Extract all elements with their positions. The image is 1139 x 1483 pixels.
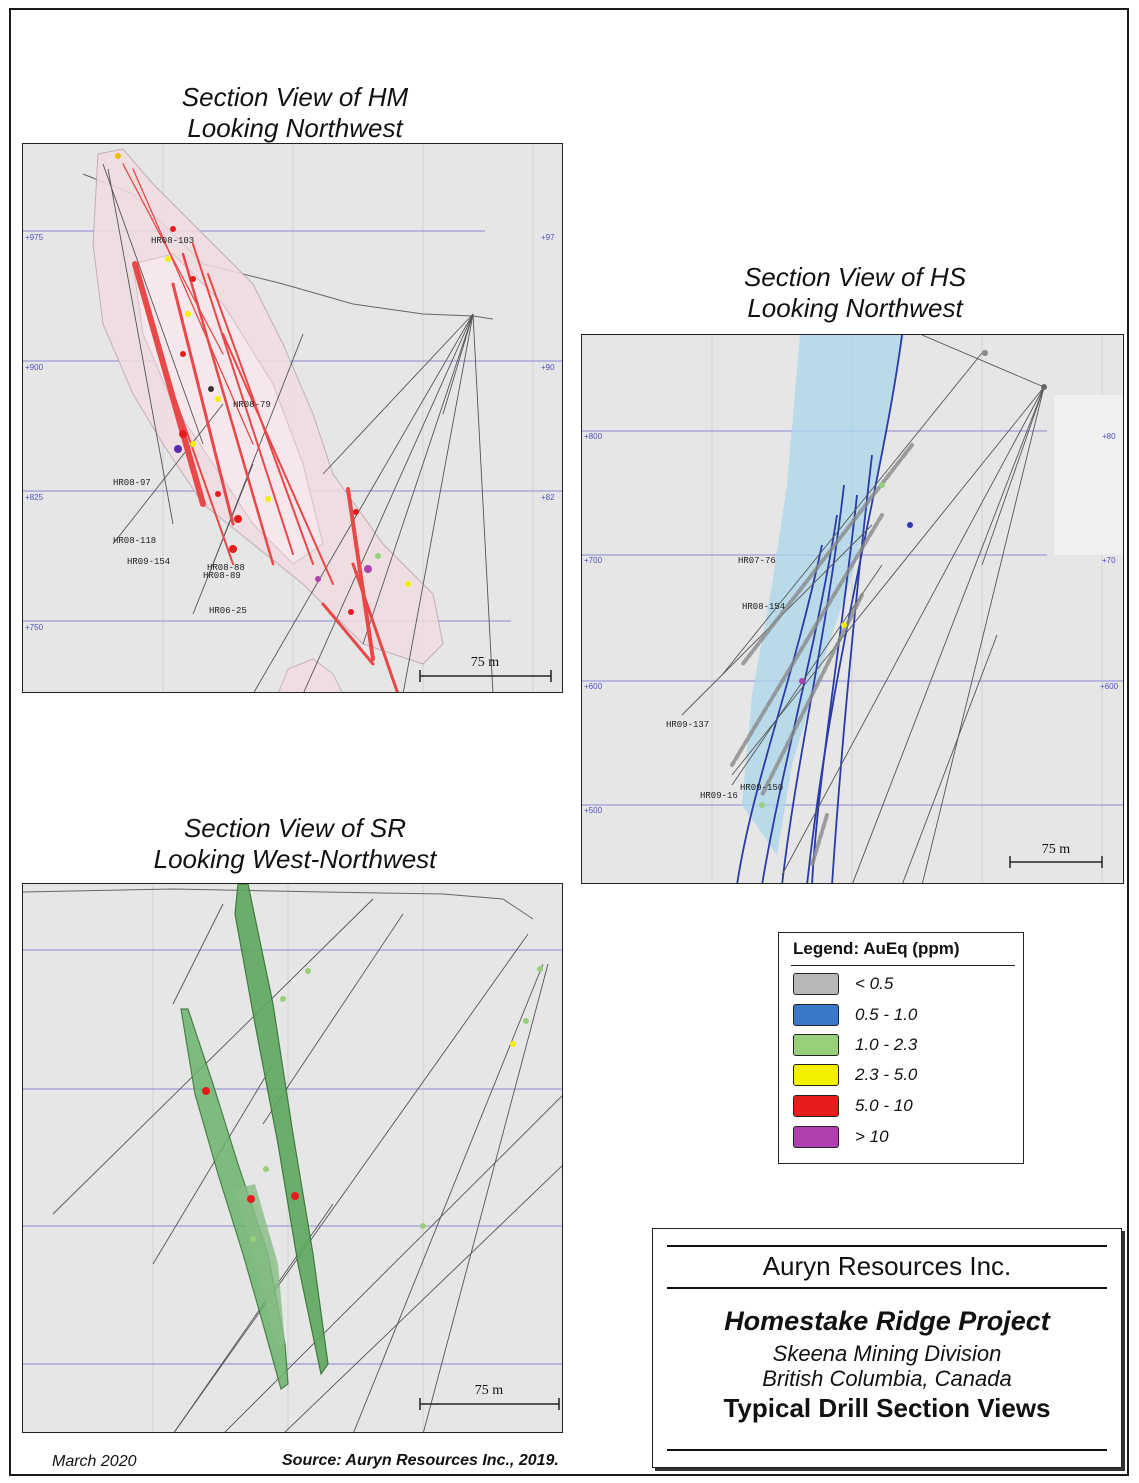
hm-hole-label: HR08-118 [113, 536, 156, 546]
legend: Legend: AuEq (ppm) < 0.5 0.5 - 1.0 1.0 -… [778, 932, 1024, 1164]
hm-hole-label: HR08-103 [151, 236, 194, 246]
hm-hole-label: HR09-154 [127, 557, 170, 567]
footer-source: Source: Auryn Resources Inc., 2019. [282, 1452, 559, 1469]
hs-elev-r-70: +70 [1102, 556, 1116, 565]
hs-elev-500: +500 [584, 806, 603, 815]
sr-section-view: 75 m [22, 883, 563, 1433]
hm-caption: Section View of HM Looking Northwest [181, 82, 409, 143]
hm-scale-label: 75 m [471, 655, 500, 670]
legend-item-gt-10: > 10 [793, 1124, 1013, 1150]
sr-caption: Section View of SR Looking West-Northwest [153, 813, 437, 874]
hm-elev-r-82: +82 [541, 493, 555, 502]
hs-elev-r-80: +80 [1102, 432, 1116, 441]
hm-hole-label: HR08-97 [113, 478, 151, 488]
mining-division: Skeena Mining Division [772, 1341, 1002, 1366]
location: British Columbia, Canada [762, 1366, 1012, 1391]
footer-date: March 2020 [52, 1453, 137, 1470]
hs-elev-r-600: +600 [1100, 682, 1119, 691]
hs-scale-label: 75 m [1042, 842, 1071, 857]
hs-hole-label: HR09-137 [666, 720, 709, 730]
hm-elev-900: +900 [25, 363, 44, 372]
page-frame [9, 8, 1129, 1476]
hs-section-view: +800 +700 +600 +500 +80 +70 +600 HR07-76… [581, 334, 1124, 884]
figure-subtitle: Typical Drill Section Views [723, 1393, 1051, 1423]
sr-scale-label: 75 m [475, 1383, 504, 1398]
hs-elev-800: +800 [584, 432, 603, 441]
hs-hole-label: HR07-76 [738, 556, 776, 566]
hm-hole-label: HR08-89 [203, 571, 241, 581]
hm-section-view: +975 +900 +825 +750 +97 +90 +82 HR08-79 … [22, 143, 563, 693]
hs-elev-700: +700 [584, 556, 603, 565]
hm-elev-r-90: +90 [541, 363, 555, 372]
legend-item-5-0-10: 5.0 - 10 [793, 1093, 1013, 1119]
hs-elev-600: +600 [584, 682, 603, 691]
hm-elev-975: +975 [25, 233, 44, 242]
title-block: Auryn Resources Inc. Homestake Ridge Pro… [652, 1228, 1122, 1468]
hm-hole-label: HR08-79 [233, 400, 271, 410]
hm-elev-750: +750 [25, 623, 44, 632]
hs-hole-label: HR08-154 [742, 602, 785, 612]
legend-item-2-3-5-0: 2.3 - 5.0 [793, 1062, 1013, 1088]
legend-item-1-0-2-3: 1.0 - 2.3 [793, 1032, 1013, 1058]
project-name: Homestake Ridge Project [724, 1306, 1050, 1336]
hm-hole-label: HR06-25 [209, 606, 247, 616]
legend-title: Legend: AuEq (ppm) [793, 939, 960, 958]
legend-item-0-5-1-0: 0.5 - 1.0 [793, 1002, 1013, 1028]
hs-caption: Section View of HS Looking Northwest [743, 262, 967, 323]
hs-hole-label: HR09-16 [700, 791, 738, 801]
company-name: Auryn Resources Inc. [762, 1251, 1012, 1281]
legend-item-lt-0-5: < 0.5 [793, 971, 1013, 997]
hm-hole-label: HR08-88 [207, 563, 245, 573]
hs-hole-label: HR09-150 [740, 783, 783, 793]
hm-elev-r-97: +97 [541, 233, 555, 242]
hm-elev-825: +825 [25, 493, 44, 502]
